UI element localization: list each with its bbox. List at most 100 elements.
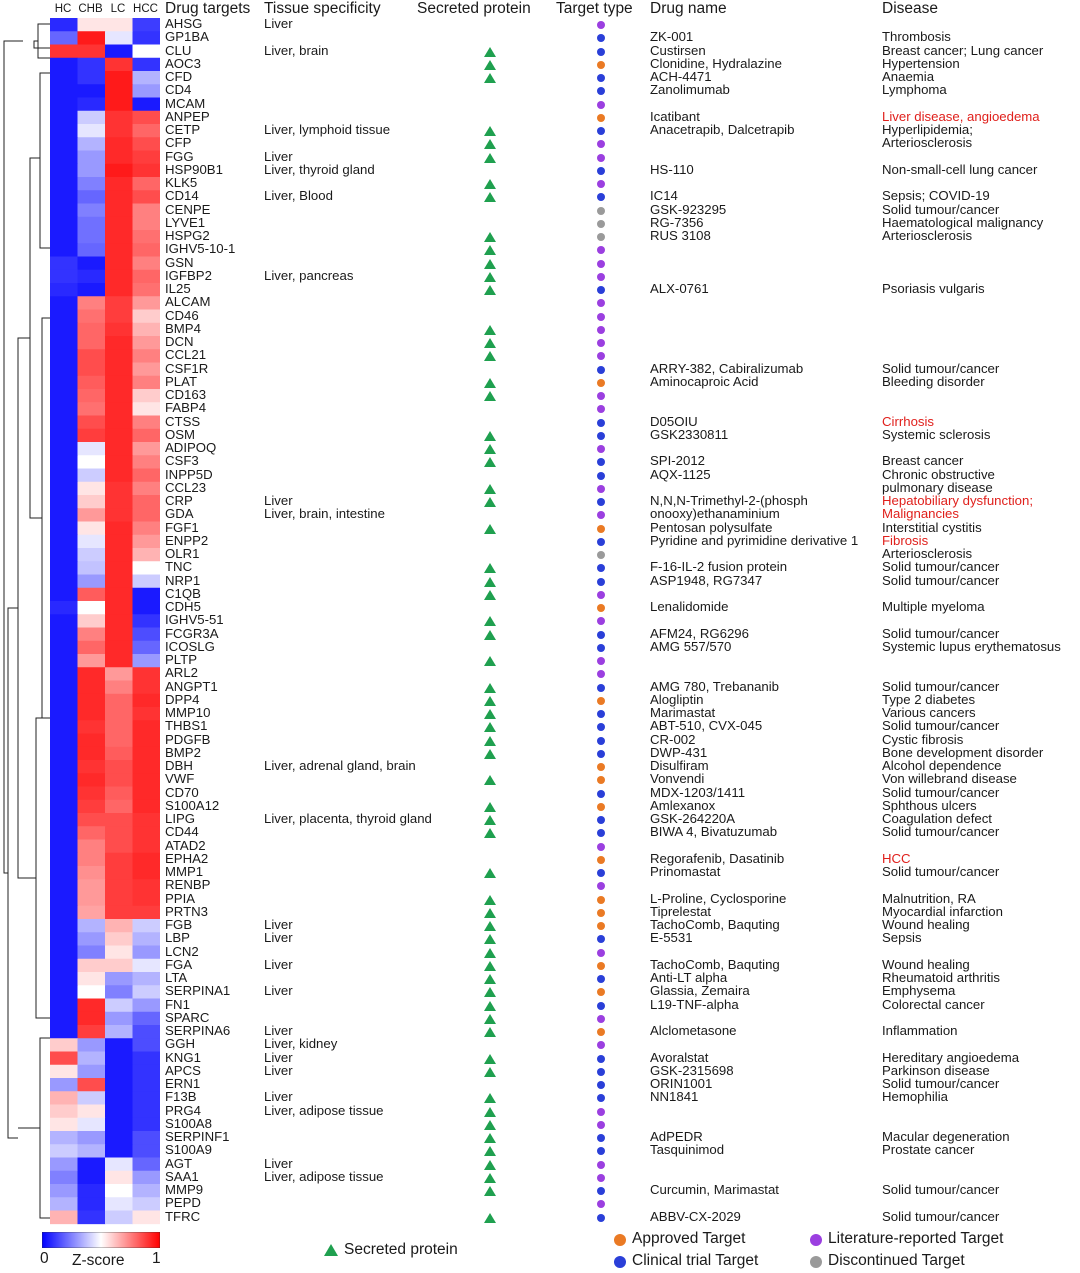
heatmap-cell-thbs1-chb — [77, 720, 106, 734]
drug-name-label: Custirsen — [650, 42, 706, 58]
heatmap-cell-bmp4-hc — [50, 322, 78, 337]
heatmap-cell-cfd-hcc — [132, 71, 160, 85]
heatmap-cell-vwf-chb — [77, 773, 106, 787]
heatmap-cell-dcn-lc — [105, 336, 133, 350]
heatmap-cell-klk5-lc — [105, 177, 133, 191]
heatmap-cell-cfd-hc — [50, 71, 78, 85]
column-label-hcc: HCC — [133, 3, 158, 15]
target-row: GP1BA ZK-001 Thrombosis — [0, 30, 1080, 44]
approved-dot-icon — [614, 1234, 626, 1246]
heatmap-cell-serpina6-hcc — [132, 1025, 160, 1039]
heatmap-cell-adipoq-chb — [77, 442, 106, 456]
heatmap-cell-csf1r-hcc — [132, 362, 160, 377]
target-row: BMP4 — [0, 321, 1080, 336]
drug-name-label: Vonvendi — [650, 771, 705, 787]
heatmap-cell-mcam-lc — [105, 97, 133, 112]
gene-label: CSF3 — [165, 453, 199, 469]
heatmap-cell-cd14-hcc — [132, 190, 160, 204]
heatmap-cell-ahsg-chb — [77, 18, 106, 32]
gene-label: LCN2 — [165, 943, 199, 959]
secreted-triangle-icon — [484, 59, 496, 70]
disease-label: Colorectal cancer — [882, 996, 985, 1012]
heatmap-cell-ighv5-51-lc — [105, 614, 133, 628]
header-drug-name: Drug name — [650, 0, 727, 17]
drug-name-label: E-5531 — [650, 930, 693, 946]
drug-name-label: ABBV-CX-2029 — [650, 1208, 741, 1224]
target-row: ALCAM — [0, 295, 1080, 309]
heatmap-cell-s100a9-hcc — [132, 1144, 160, 1158]
heatmap-cell-plat-lc — [105, 375, 133, 390]
tissue-label: Liver, adrenal gland, brain — [264, 758, 416, 773]
gene-label: KNG1 — [165, 1049, 201, 1065]
target-type-dot-clinical — [597, 643, 605, 652]
heatmap-cell-icoslg-lc — [105, 640, 133, 655]
heatmap-cell-saa1-hcc — [132, 1170, 160, 1185]
heatmap-cell-dcn-hcc — [132, 336, 160, 350]
disease-label: Solid tumour/cancer — [882, 559, 1000, 575]
heatmap-cell-lipg-hc — [50, 813, 78, 827]
header-target-type: Target type — [556, 0, 633, 17]
target-row: ADIPOQ — [0, 441, 1080, 455]
gene-label: FCGR3A — [165, 625, 219, 641]
heatmap-cell-olr1-chb — [77, 548, 106, 562]
target-type-dot-approved — [597, 696, 605, 705]
target-type-dot-literature — [597, 445, 605, 453]
heatmap-cell-pltp-lc — [105, 654, 133, 668]
heatmap-cell-bmp2-hc — [50, 746, 78, 761]
drug-name-label: ACH-4471 — [650, 69, 712, 84]
heatmap-cell-sparc-hcc — [132, 1011, 160, 1026]
heatmap-cell-cdh5-lc — [105, 601, 133, 615]
heatmap-cell-lcn2-hc — [50, 945, 78, 960]
heatmap-cell-alcam-chb — [77, 296, 106, 310]
target-type-dot-clinical — [597, 816, 605, 824]
heatmap-cell-mcam-hcc — [132, 97, 160, 112]
secreted-triangle-icon — [484, 258, 496, 269]
heatmap-cell-atad2-hcc — [132, 839, 160, 854]
target-row: IGHV5-51 — [0, 613, 1080, 627]
heatmap-cell-pepd-hcc — [132, 1197, 160, 1211]
drug-name-label: AMG 780, Trebananib — [650, 678, 780, 694]
heatmap-cell-lipg-hcc — [132, 813, 160, 827]
secreted-triangle-icon — [484, 483, 496, 494]
heatmap-cell-olr1-lc — [105, 548, 133, 562]
heatmap-cell-mmp9-chb — [77, 1184, 106, 1198]
gene-label: S100A12 — [165, 797, 220, 813]
gene-label: PEPD — [165, 1195, 201, 1211]
heatmap-cell-lta-chb — [77, 972, 106, 986]
target-type-dot-clinical — [597, 166, 605, 175]
drug-name-label: Tiprelestat — [650, 903, 712, 919]
drug-name-label: DWP-431 — [650, 744, 708, 760]
heatmap-cell-atad2-hc — [50, 839, 78, 854]
heatmap-cell-csf1r-lc — [105, 362, 133, 377]
drug-name-label: D05OIU — [650, 413, 698, 429]
secreted-triangle-icon — [484, 430, 496, 441]
disease-label: Haematological malignancy — [882, 214, 1044, 230]
disease-label: Lymphoma — [882, 82, 947, 98]
gene-label: DBH — [165, 758, 193, 773]
drug-name-label: CR-002 — [650, 731, 696, 747]
heatmap-cell-cdh5-hc — [50, 601, 78, 615]
gene-label: LYVE1 — [165, 214, 206, 230]
heatmap-cell-alcam-lc — [105, 296, 133, 310]
heatmap-cell-inpp5d-hc — [50, 468, 78, 483]
target-row: PPIA L-Proline, Cyclosporine Malnutrition,… — [0, 891, 1080, 906]
target-type-dot-literature — [597, 842, 605, 851]
heatmap-cell-ppia-hcc — [132, 892, 160, 907]
target-row: MCAM — [0, 96, 1080, 111]
heatmap-cell-saa1-lc — [105, 1170, 133, 1185]
zscore-min-label: 0 — [40, 1250, 49, 1267]
target-type-dot-literature — [597, 246, 605, 255]
heatmap-cell-hsp90b1-lc — [105, 163, 133, 178]
heatmap-cell-ighv5-10-1-chb — [77, 243, 106, 257]
heatmap-cell-ahsg-hc — [50, 18, 78, 32]
drug-name-label: ALX-0761 — [650, 281, 709, 296]
secreted-triangle-icon — [484, 921, 496, 931]
target-type-dot-clinical — [597, 1147, 605, 1156]
heatmap-cell-inpp5d-hcc — [132, 468, 160, 483]
heatmap-cell-mmp10-hc — [50, 707, 78, 721]
gene-label: BMP2 — [165, 744, 201, 760]
tissue-label: Liver — [264, 1155, 293, 1171]
target-type-dot-literature — [597, 259, 605, 268]
heatmap-cell-angpt1-hc — [50, 680, 78, 695]
